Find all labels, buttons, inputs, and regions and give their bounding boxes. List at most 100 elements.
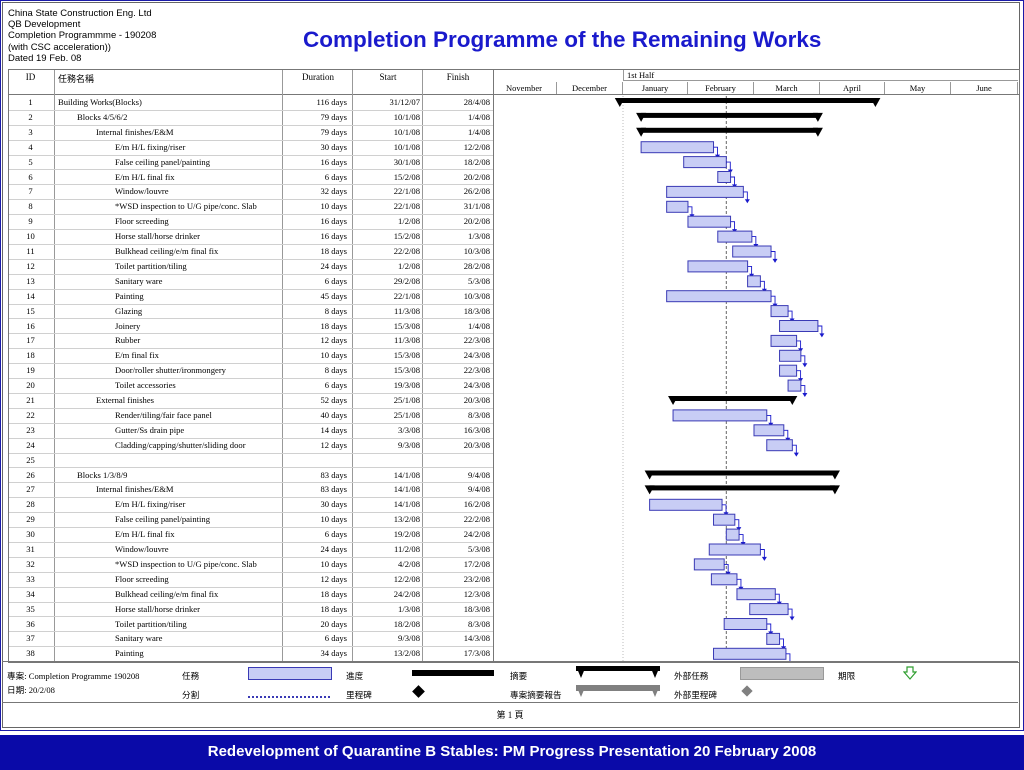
task-start: 9/3/08 <box>398 633 420 644</box>
table-row[interactable]: 16 Joinery 18 days 15/3/08 1/4/08 <box>9 319 493 335</box>
task-bar <box>672 409 768 422</box>
column-divider <box>422 70 423 662</box>
task-bar <box>787 379 802 392</box>
table-row[interactable]: 19 Door/roller shutter/ironmongery 8 days 1… <box>9 363 493 380</box>
table-row[interactable]: 11 Bulkhead ceiling/e/m final fix 18 days 2… <box>9 244 493 260</box>
dependency-link <box>751 236 757 246</box>
legend-external-milestone-label: 外部里程碑 <box>674 690 717 700</box>
dependency-link <box>726 161 731 172</box>
table-row[interactable]: 13 Sanitary ware 6 days 29/2/08 5/3/08 <box>9 274 493 290</box>
task-start: 18/2/08 <box>393 618 420 629</box>
dependency-link <box>760 280 765 291</box>
task-duration: 30 days <box>320 141 348 152</box>
column-divider <box>282 70 283 662</box>
table-row[interactable]: 5 False ceiling panel/painting 16 days 30/1… <box>9 155 493 171</box>
timescale-month: November <box>492 82 557 94</box>
table-row[interactable]: 37 Sanitary ware 6 days 9/3/08 14/3/08 <box>9 631 493 648</box>
table-row[interactable]: 30 E/m H/L final fix 6 days 19/2/08 24/2/08 <box>9 527 493 543</box>
task-name: Window/louvre <box>115 186 169 197</box>
task-bar <box>710 573 738 586</box>
table-row[interactable]: 8 *WSD inspection to U/G pipe/conc. Slab 1… <box>9 199 493 216</box>
task-finish: 1/4/08 <box>468 126 490 137</box>
task-id: 24 <box>26 439 35 450</box>
col-header-id[interactable]: ID <box>25 72 36 82</box>
table-row[interactable]: 34 Bulkhead ceiling/e/m final fix 18 days 2… <box>9 587 493 603</box>
task-finish: 9/4/08 <box>468 469 490 480</box>
dependency-arrowhead <box>819 333 825 338</box>
table-row[interactable]: 4 E/m H/L fixing/riser 30 days 10/1/08 12/2/… <box>9 140 493 156</box>
task-duration: 20 days <box>320 618 348 629</box>
table-row[interactable]: 18 E/m final fix 10 days 15/3/08 24/3/08 <box>9 348 493 365</box>
col-header-finish[interactable]: Finish <box>446 72 470 82</box>
timescale-month: May <box>885 82 951 94</box>
table-row[interactable]: 21 External finishes 52 days 25/1/08 20/3/08 <box>9 393 493 409</box>
task-duration: 79 days <box>320 126 348 137</box>
table-row[interactable]: 12 Toilet partition/tiling 24 days 1/2/08 28… <box>9 259 493 275</box>
table-row[interactable]: 2 Blocks 4/5/6/2 79 days 10/1/08 1/4/08 <box>9 110 493 126</box>
table-row[interactable]: 22 Render/tiling/fair face panel 40 days 25… <box>9 408 493 424</box>
task-start: 1/3/08 <box>398 603 420 614</box>
col-header-duration[interactable]: Duration <box>302 72 334 82</box>
col-header-start[interactable]: Start <box>379 72 397 82</box>
table-row[interactable]: 35 Horse stall/horse drinker 18 days 1/3/08… <box>9 602 493 618</box>
dependency-link <box>760 549 765 559</box>
table-row[interactable]: 6 E/m H/L final fix 6 days 15/2/08 20/2/08 <box>9 170 493 186</box>
dependency-link <box>766 414 772 425</box>
task-id: 8 <box>28 201 33 212</box>
table-row[interactable]: 15 Glazing 8 days 11/3/08 18/3/08 <box>9 304 493 320</box>
summary-bar <box>641 127 818 133</box>
table-row[interactable]: 3 Internal finishes/E&M 79 days 10/1/08 1/4/… <box>9 125 493 141</box>
task-id: 19 <box>26 365 35 376</box>
table-row[interactable]: 38 Painting 34 days 13/2/08 17/3/08 <box>9 646 493 663</box>
table-row[interactable]: 14 Painting 45 days 22/1/08 10/3/08 <box>9 289 493 305</box>
task-bar <box>666 200 689 213</box>
summary-start-cap <box>644 470 655 480</box>
task-start: 14/1/08 <box>393 469 420 480</box>
table-row[interactable]: 32 *WSD inspection to U/G pipe/conc. Slab… <box>9 557 493 573</box>
task-finish: 17/3/08 <box>463 648 490 659</box>
table-row[interactable]: 23 Gutter/Ss drain pipe 14 days 3/3/08 16/3/… <box>9 423 493 439</box>
task-finish: 16/3/08 <box>463 424 490 435</box>
task-start: 12/2/08 <box>393 573 420 584</box>
task-name: Bulkhead ceiling/e/m final fix <box>115 588 219 599</box>
table-row[interactable]: 1 Building Works(Blocks) 116 days 31/12/07 2… <box>9 95 493 111</box>
table-row[interactable]: 7 Window/louvre 32 days 22/1/08 26/2/08 <box>9 184 493 201</box>
timescale-month: April <box>820 82 885 94</box>
table-row[interactable]: 17 Rubber 12 days 11/3/08 22/3/08 <box>9 333 493 350</box>
task-id: 31 <box>26 544 35 554</box>
task-finish: 8/3/08 <box>468 618 490 629</box>
col-header-name[interactable]: 任務名稱 <box>58 74 95 84</box>
table-row[interactable]: 28 E/m H/L fixing/riser 30 days 14/1/08 16/2… <box>9 497 493 514</box>
task-finish: 12/2/08 <box>463 141 490 152</box>
table-row[interactable]: 29 False ceiling panel/painting 10 days 13/… <box>9 512 493 529</box>
table-row[interactable]: 20 Toilet accessories 6 days 19/3/08 24/3/08 <box>9 378 493 394</box>
table-row[interactable]: 31 Window/louvre 24 days 11/2/08 5/3/08 <box>9 542 493 558</box>
summary-end-cap <box>787 396 798 405</box>
table-row[interactable]: 26 Blocks 1/3/8/9 83 days 14/1/08 9/4/08 <box>9 468 493 484</box>
task-table: ID 任務名稱 Duration Start Finish 1 Building … <box>8 69 494 663</box>
legend: 專案: Completion Programme 190208 日期: 20/2… <box>2 661 1018 702</box>
task-id: 23 <box>26 424 35 435</box>
timescale-month: February <box>688 82 754 94</box>
table-row[interactable]: 33 Floor screeding 12 days 12/2/08 23/2/08 <box>9 572 493 588</box>
task-start: 29/2/08 <box>393 275 420 286</box>
table-row[interactable]: 10 Horse stall/horse drinker 16 days 15/2/0… <box>9 229 493 245</box>
task-id: 32 <box>26 558 35 569</box>
table-row[interactable]: 36 Toilet partition/tiling 20 days 18/2/08 8… <box>9 617 493 633</box>
summary-bar <box>641 112 818 118</box>
table-row[interactable]: 25 <box>9 453 493 469</box>
task-id: 36 <box>26 618 35 629</box>
task-start: 22/1/08 <box>393 290 420 301</box>
task-id: 10 <box>26 231 35 242</box>
dependency-arrowhead <box>802 363 808 368</box>
table-row[interactable]: 24 Cladding/capping/shutter/sliding door 1… <box>9 438 493 454</box>
table-row[interactable]: 9 Floor screeding 16 days 1/2/08 20/2/08 <box>9 214 493 231</box>
table-row[interactable]: 27 Internal finishes/E&M 83 days 14/1/08 9/4… <box>9 482 493 499</box>
column-divider <box>352 70 353 662</box>
gantt-page: China State Construction Eng. Ltd QB Dev… <box>2 2 1020 728</box>
task-duration: 10 days <box>320 558 348 569</box>
task-bar <box>736 588 776 601</box>
task-finish: 1/3/08 <box>468 231 490 242</box>
task-finish: 12/3/08 <box>463 588 490 599</box>
task-name: Blocks 4/5/6/2 <box>77 111 128 122</box>
